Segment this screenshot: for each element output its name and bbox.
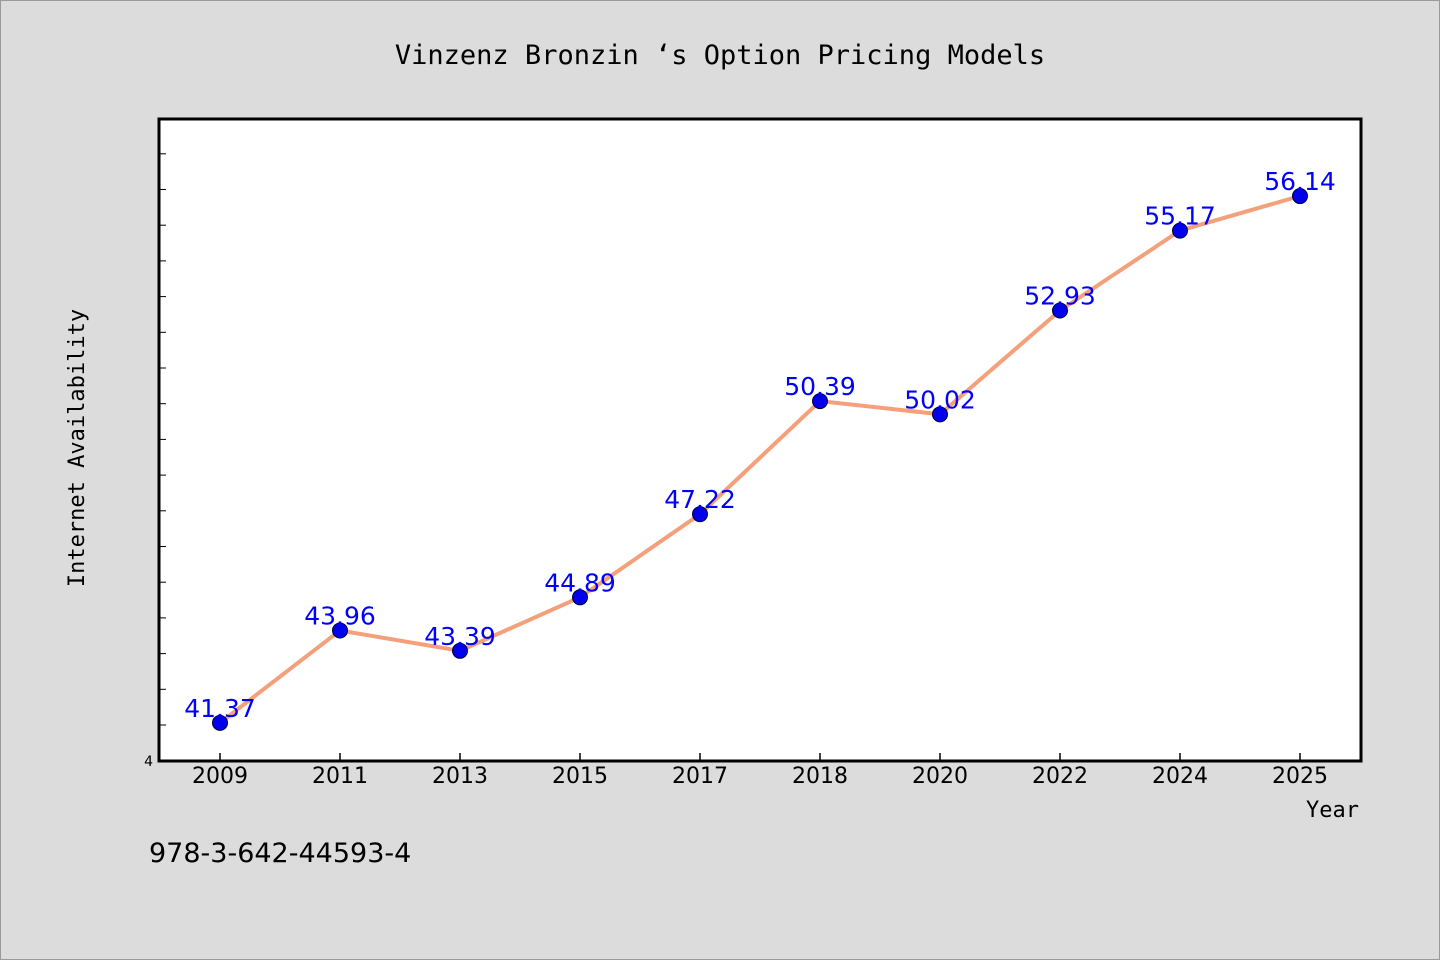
data-point (332, 622, 348, 639)
data-point (692, 506, 708, 523)
series-line (218, 194, 1302, 725)
plot-area (157, 117, 1363, 763)
x-axis-title: Year (1306, 798, 1359, 823)
x-axis-tick-labels: 2009 2011 2013 2015 2017 2018 2020 2022 2024 2025 (192, 764, 1328, 789)
x-tick-label: 2009 (192, 764, 248, 789)
data-label: 52.93 (1024, 282, 1096, 311)
data-label: 55.17 (1144, 202, 1216, 231)
x-axis-ticks (219, 753, 1301, 761)
data-labels: 41.37 43.96 43.39 44.89 47.22 50.39 50.02 52.93… (184, 167, 1336, 723)
y-tick-label: 4 (144, 754, 153, 770)
y-axis-ticks (159, 117, 166, 726)
x-tick-label: 2013 (432, 764, 488, 789)
series-markers (212, 188, 1308, 731)
data-point (812, 393, 828, 410)
data-point (212, 714, 228, 731)
data-label: 43.96 (304, 601, 376, 630)
data-label: 44.89 (544, 568, 616, 597)
isbn-footnote: 978-3-642-44593-4 (149, 838, 411, 869)
data-label: 43.39 (424, 622, 496, 651)
data-point (452, 642, 468, 659)
data-point (932, 406, 948, 423)
data-label: 50.02 (904, 385, 976, 414)
data-label: 56.14 (1264, 167, 1336, 196)
x-tick-label: 2015 (552, 764, 608, 789)
chart-title: Vinzenz Bronzin ‘s Option Pricing Models (395, 40, 1045, 71)
data-point (1292, 188, 1308, 205)
data-label: 47.22 (664, 485, 736, 514)
y-axis-title: Internet Availability (65, 309, 90, 587)
data-label: 50.39 (784, 372, 856, 401)
x-tick-label: 2024 (1152, 764, 1208, 789)
data-point (1052, 302, 1068, 319)
data-point (1172, 222, 1188, 239)
x-tick-label: 2025 (1272, 764, 1328, 789)
x-tick-label: 2018 (792, 764, 848, 789)
x-tick-label: 2020 (912, 764, 968, 789)
data-point (572, 589, 588, 606)
x-tick-label: 2022 (1032, 764, 1088, 789)
x-tick-label: 2017 (672, 764, 728, 789)
x-tick-label: 2011 (312, 764, 368, 789)
data-label: 41.37 (184, 694, 256, 723)
